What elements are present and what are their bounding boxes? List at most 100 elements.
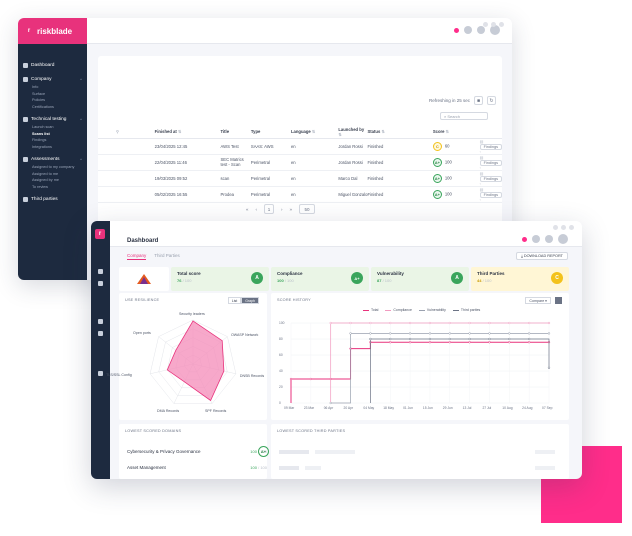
- help-icon[interactable]: [532, 235, 540, 243]
- refresh-icon[interactable]: ↻: [487, 96, 496, 105]
- pager-next[interactable]: ›: [281, 206, 283, 212]
- sidebar-subitem[interactable]: Launch scan: [32, 125, 54, 129]
- column-header[interactable]: Title: [220, 126, 251, 139]
- pager-current[interactable]: 1: [264, 204, 275, 214]
- kpi-vulnerability[interactable]: Vulnerability 87 / 100 A: [371, 267, 469, 291]
- lowest-domains-title: LOWEST SCORED DOMAINS: [125, 429, 182, 433]
- pager-first[interactable]: «: [246, 206, 249, 212]
- sidebar-subitem[interactable]: Integrations: [32, 144, 52, 149]
- findings-button[interactable]: Findings: [479, 175, 502, 182]
- toggle-list[interactable]: List: [227, 297, 242, 304]
- home-icon[interactable]: [98, 269, 103, 274]
- scan-icon[interactable]: [98, 319, 103, 324]
- document-icon[interactable]: ▤: [479, 186, 484, 192]
- brand[interactable]: r riskblade: [24, 26, 72, 36]
- cell-actions: ▤ Findings ◦: [479, 186, 502, 203]
- kpi-third-parties[interactable]: Third Parties 44 / 100 C: [471, 267, 569, 291]
- sidebar-group-0[interactable]: Dashboard: [18, 60, 87, 70]
- more-icon[interactable]: ◦: [479, 148, 482, 154]
- more-icon[interactable]: ◦: [479, 180, 482, 186]
- filter-column[interactable]: ⚲: [98, 126, 155, 139]
- grade-badge: A+: [351, 272, 363, 284]
- sidebar-subitem[interactable]: Assigned to my company: [32, 165, 75, 169]
- lowest-domains-panel: LOWEST SCORED DOMAINS Cybersecurity & Pr…: [119, 424, 269, 479]
- document-icon[interactable]: ▤: [479, 170, 484, 176]
- third-parties-icon[interactable]: [98, 371, 103, 376]
- kpi-compliance[interactable]: Compliance 100 / 100 A+: [271, 267, 369, 291]
- domain-row[interactable]: Asset Management 100 / 100: [127, 465, 267, 470]
- notification-dot-icon[interactable]: [522, 236, 527, 242]
- radar-label: TLS/SSL Config: [106, 373, 132, 378]
- tab-company[interactable]: Company: [127, 253, 147, 260]
- table-row[interactable]: 05/02/2025 16:55 Prodea Perimetral en Miguel…: [98, 186, 502, 203]
- column-header[interactable]: Score ⇅: [432, 126, 480, 139]
- gear-icon[interactable]: [477, 26, 485, 34]
- notification-dot-icon[interactable]: [454, 27, 459, 33]
- cell-language: en: [290, 186, 339, 203]
- nav-label: Assessments: [31, 156, 60, 162]
- front-header-actions: [522, 234, 568, 244]
- sidebar-subitem[interactable]: Assigned by me: [32, 178, 60, 182]
- toggle-graph[interactable]: Graph: [241, 297, 259, 304]
- sidebar-subitem[interactable]: To review: [32, 184, 49, 189]
- help-icon[interactable]: [464, 26, 472, 34]
- pause-button[interactable]: ■: [474, 96, 483, 105]
- legend-item[interactable]: Third parties: [452, 308, 480, 312]
- gear-icon[interactable]: [545, 235, 553, 243]
- sidebar-subitem[interactable]: Policies: [32, 98, 46, 102]
- table-row[interactable]: 23/04/2025 12:45 AWS Test SAAS: AWS en Jorda…: [98, 138, 502, 155]
- findings-button[interactable]: Findings: [479, 143, 502, 150]
- domain-row[interactable]: Cybersecurity & Privacy Governance 100 / …: [127, 449, 267, 454]
- legend-item[interactable]: Compliance: [385, 308, 412, 312]
- sidebar-group-2[interactable]: Technical testing ^: [18, 114, 87, 124]
- logo-icon[interactable]: r: [95, 229, 105, 239]
- sidebar-subitem[interactable]: Surface: [32, 91, 46, 96]
- filter-icon[interactable]: ⚲: [116, 129, 120, 135]
- column-header[interactable]: Launched by ⇅: [338, 126, 368, 139]
- sidebar-group-4[interactable]: Third parties: [18, 194, 87, 204]
- sidebar-subitem[interactable]: Assigned to me: [32, 171, 59, 176]
- column-header[interactable]: Language ⇅: [290, 126, 339, 139]
- kpi-total-score[interactable]: Total score 76 / 100 A: [171, 267, 269, 291]
- y-tick-label: 0: [279, 401, 281, 405]
- legend-item[interactable]: Total: [363, 308, 378, 312]
- more-icon[interactable]: ◦: [479, 164, 482, 170]
- pager-prev[interactable]: ‹: [255, 206, 258, 212]
- download-report-button[interactable]: ⤓ DOWNLOAD REPORT: [516, 252, 568, 260]
- sidebar-subitem[interactable]: Certifications: [32, 104, 54, 109]
- view-toggle: List Graph: [227, 297, 259, 304]
- search-input[interactable]: ⌕ Search: [440, 112, 488, 120]
- cell-score: A+ 100: [432, 186, 480, 203]
- compare-button[interactable]: [555, 297, 562, 304]
- pager-last[interactable]: »: [289, 206, 293, 212]
- per-page-select[interactable]: 50: [299, 204, 316, 214]
- data-point: [349, 321, 352, 325]
- chart-legend: Total Compliance Vulnerability Third partie…: [363, 308, 480, 312]
- data-point: [488, 337, 491, 341]
- table-row[interactable]: 22/04/2025 11:46 SEC Matrics test - Scan P…: [98, 154, 502, 171]
- sidebar-subitem[interactable]: Findings: [32, 138, 47, 142]
- avatar[interactable]: [558, 234, 568, 244]
- table-row[interactable]: 19/03/2025 09:52 scan Perimetral en Marco Da…: [98, 170, 502, 187]
- avatar[interactable]: [490, 25, 500, 35]
- cell-status: Finished: [367, 186, 433, 203]
- document-icon[interactable]: ▤: [479, 138, 484, 144]
- tab-third-parties[interactable]: Third Parties: [154, 253, 180, 258]
- column-header[interactable]: Type: [250, 126, 291, 139]
- legend-item[interactable]: Vulnerability: [418, 308, 446, 312]
- more-icon[interactable]: ◦: [479, 196, 482, 202]
- column-header[interactable]: Finished at ⇅: [154, 126, 221, 139]
- document-icon[interactable]: ▤: [479, 154, 484, 160]
- column-header[interactable]: Status ⇅: [367, 126, 433, 139]
- compare-select[interactable]: Compare ▾: [525, 297, 551, 304]
- assessment-icon[interactable]: [98, 331, 103, 336]
- data-point: [389, 341, 392, 344]
- cell-actions: ▤ Findings ◦: [479, 170, 502, 187]
- company-icon[interactable]: [98, 281, 103, 286]
- sidebar-group-3[interactable]: Assessments ^: [18, 154, 87, 164]
- sidebar-group-1[interactable]: Company ^: [18, 74, 87, 84]
- findings-button[interactable]: Findings: [479, 191, 502, 198]
- findings-button[interactable]: Findings: [479, 159, 502, 166]
- sidebar-subitem[interactable]: Scans list: [32, 131, 50, 136]
- sidebar-subitem[interactable]: Info: [32, 85, 39, 89]
